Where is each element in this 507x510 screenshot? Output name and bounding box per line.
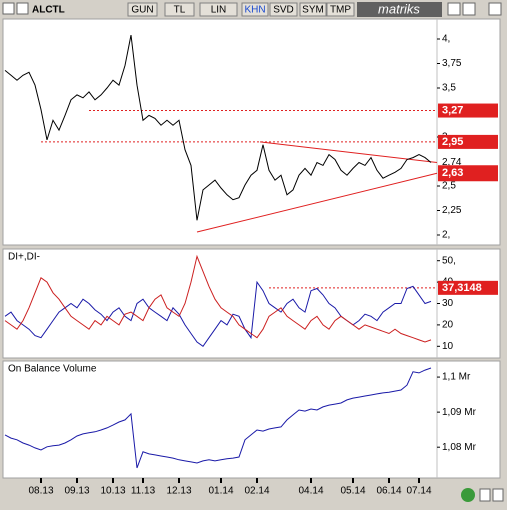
toolbar-button-label: KHN	[244, 5, 265, 16]
button[interactable]	[492, 488, 504, 502]
last-price-label: 2,74	[442, 157, 462, 168]
button[interactable]	[479, 488, 491, 502]
logo-box	[357, 2, 442, 17]
series-line	[4, 254, 432, 343]
checkbox[interactable]	[2, 2, 15, 15]
panel-title: On Balance Volume	[8, 364, 97, 375]
trendline	[196, 172, 438, 233]
y-tick-label: 2,25	[442, 205, 462, 216]
x-tick-label: 10.13	[100, 486, 125, 497]
toolbar-button[interactable]	[199, 2, 238, 17]
toolbar-button[interactable]	[164, 2, 195, 17]
checkbox[interactable]	[16, 2, 29, 15]
toolbar-buttons: GUN TL LIN KHN SVD SYM TMP	[127, 2, 355, 17]
reference-label-box	[438, 134, 498, 149]
x-tick-label: 04.14	[298, 486, 323, 497]
x-tick-label: 06.14	[376, 486, 401, 497]
reference-label-box	[438, 280, 498, 295]
y-tick-label: 30	[442, 298, 454, 309]
close-button[interactable]	[488, 2, 502, 16]
toolbar-button-label: SYM	[302, 5, 324, 16]
y-tick-label: 20	[442, 320, 454, 331]
y-tick-label: 1,08 Mr	[442, 442, 477, 453]
series-line	[4, 280, 432, 348]
y-tick-label: 3,5	[442, 83, 456, 94]
logo: matriks	[378, 1, 420, 16]
panel-background	[2, 248, 501, 359]
trendline-label: 2,63	[442, 167, 463, 179]
toolbar-button[interactable]	[299, 2, 327, 17]
series-line	[4, 35, 432, 221]
y-tick-label: 4,	[442, 34, 450, 45]
panel-title: DI+,DI-	[8, 252, 40, 263]
y-tick-label: 1,1 Mr	[442, 372, 471, 383]
trendline-label-box	[438, 165, 498, 182]
button[interactable]	[462, 2, 476, 16]
x-tick-label: 01.14	[208, 486, 233, 497]
x-tick-label: 02.14	[244, 486, 269, 497]
x-tick-label: 05.14	[340, 486, 365, 497]
x-tick-label: 12.13	[166, 486, 191, 497]
toolbar-button-label: SVD	[273, 5, 294, 16]
toolbar-button[interactable]	[241, 2, 269, 17]
series-line	[4, 367, 432, 469]
toolbar-button[interactable]	[127, 2, 158, 17]
y-tick-label: 2,5	[442, 181, 456, 192]
panel-background	[2, 360, 501, 479]
x-tick-label: 08.13	[28, 486, 53, 497]
toolbar-button-label: GUN	[131, 5, 153, 16]
y-tick-label: 2,	[442, 230, 450, 241]
reference-label: 37,3148	[442, 282, 482, 294]
x-tick-label: 11.13	[131, 486, 156, 497]
toolbar-button-label: TMP	[330, 5, 351, 16]
y-tick-label: 3,75	[442, 58, 462, 69]
x-tick-label: 07.14	[406, 486, 431, 497]
toolbar-button[interactable]	[269, 2, 298, 17]
reference-label: 2,95	[442, 136, 463, 148]
refresh-icon[interactable]	[461, 488, 475, 502]
reference-label: 3,27	[442, 104, 463, 116]
button[interactable]	[447, 2, 461, 16]
y-tick-label: 50,	[442, 255, 456, 266]
x-tick-label: 09.13	[64, 486, 89, 497]
toolbar-button-label: TL	[174, 5, 186, 16]
y-tick-label: 10	[442, 341, 454, 352]
toolbar-button[interactable]	[326, 2, 355, 17]
y-tick-label: 1,09 Mr	[442, 407, 477, 418]
panel-background	[2, 18, 501, 246]
toolbar-button-label: LIN	[211, 5, 227, 16]
reference-label-box	[438, 103, 498, 118]
symbol: ALCTL	[32, 5, 65, 16]
